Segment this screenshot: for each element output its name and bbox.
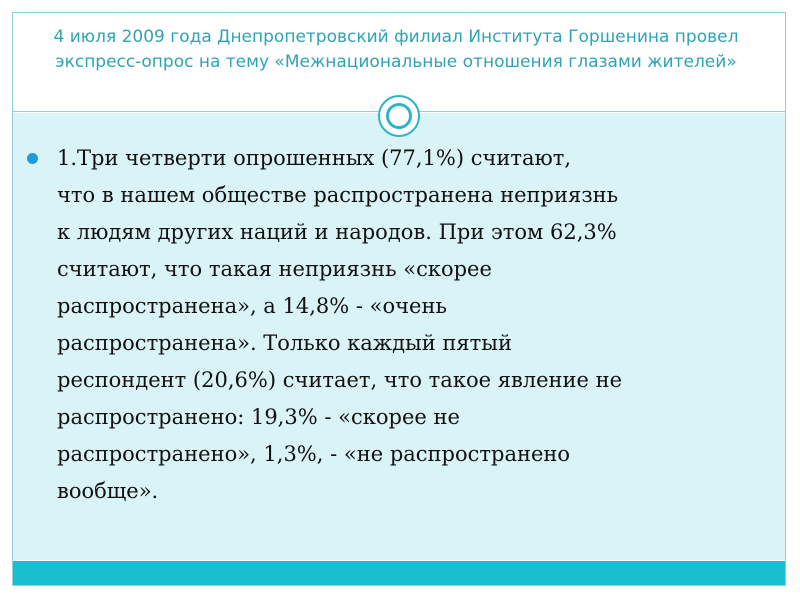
footer-bar bbox=[13, 561, 785, 585]
bullet-text: 1.Три четверти опрошенных (77,1%) считаю… bbox=[57, 146, 623, 503]
bullet-dot-icon bbox=[27, 153, 38, 164]
decorative-ring-icon bbox=[378, 95, 420, 137]
slide-frame bbox=[12, 12, 786, 586]
slide-title: 4 июля 2009 года Днепропетровский филиал… bbox=[53, 27, 739, 72]
decorative-ring-inner-icon bbox=[386, 103, 412, 129]
title-area bbox=[13, 13, 785, 110]
content-area bbox=[13, 113, 785, 560]
